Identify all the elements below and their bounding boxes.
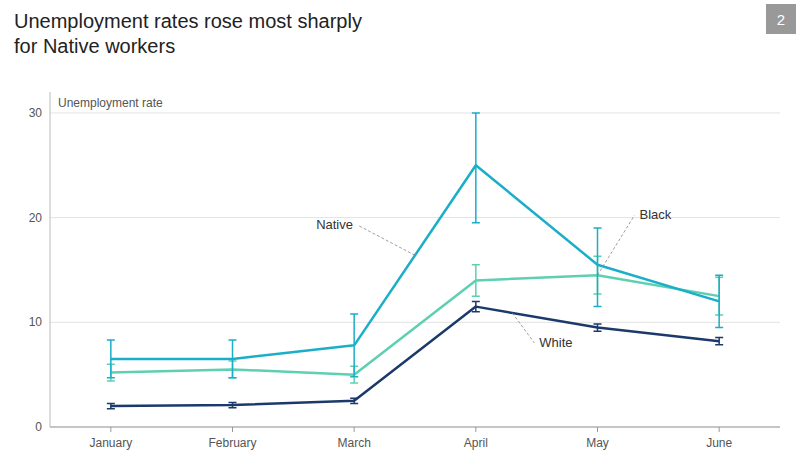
grid-line (50, 322, 780, 323)
x-tick (232, 427, 233, 432)
title-line: Unemployment rates rose most sharply (14, 10, 362, 32)
series-label: Black (640, 207, 672, 222)
grid-line (50, 427, 780, 428)
x-tick (110, 427, 111, 432)
series (107, 301, 723, 408)
x-axis-line (50, 427, 780, 428)
y-axis-line (50, 92, 51, 427)
y-tick-label: 0 (35, 420, 42, 434)
x-tick-label: May (586, 436, 609, 450)
title: Unemployment rates rose most sharply for … (14, 10, 362, 57)
line (111, 165, 719, 359)
x-tick (475, 427, 476, 432)
plot-area (107, 113, 723, 409)
x-tick (597, 427, 598, 432)
x-tick-label: February (208, 436, 256, 450)
grid (50, 113, 780, 427)
x-tick-label: March (337, 436, 370, 450)
leader-line (358, 225, 415, 255)
error-bar (594, 228, 602, 307)
title-line: for Native workers (14, 35, 175, 57)
leader-line (598, 215, 635, 275)
line (111, 307, 719, 406)
leader-line (512, 313, 534, 343)
x-tick-label: April (464, 436, 488, 450)
x-tick (719, 427, 720, 432)
figure-number-box (766, 4, 796, 34)
chart: Unemployment rates rose most sharply for … (0, 0, 800, 467)
grid-line (50, 112, 780, 113)
x-tick (354, 427, 355, 432)
y-tick-label: 20 (29, 211, 43, 225)
series-labels: White Black Native (316, 207, 672, 350)
figure-number: 2 (766, 4, 796, 34)
y-tick-label: 30 (29, 106, 43, 120)
x-tick-label: January (89, 436, 132, 450)
series (107, 113, 723, 378)
y-axis-label: Unemployment rate (58, 96, 163, 110)
series-label: White (539, 335, 572, 350)
series-label: Native (316, 217, 353, 232)
figure-number-text: 2 (777, 11, 785, 28)
x-tick-label: June (706, 436, 732, 450)
y-tick-label: 10 (29, 315, 43, 329)
